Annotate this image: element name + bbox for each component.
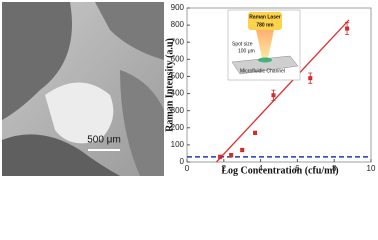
point bbox=[271, 93, 276, 98]
x-axis-label: Log Concentration (cfu/ml) bbox=[221, 165, 338, 176]
y-tick-label: 600 bbox=[171, 54, 185, 63]
point bbox=[345, 26, 350, 31]
scale-bar-label: 500 μm bbox=[87, 135, 121, 146]
y-tick-label: 800 bbox=[171, 20, 185, 29]
x-tick-label: 0 bbox=[185, 164, 190, 173]
y-tick-label: 500 bbox=[171, 72, 185, 81]
y-tick-label: 400 bbox=[171, 89, 185, 98]
x-tick-label: 6 bbox=[295, 164, 300, 173]
point bbox=[240, 148, 245, 153]
x-tick-label: 10 bbox=[367, 164, 376, 173]
point bbox=[229, 153, 234, 158]
y-tick-label: 900 bbox=[171, 3, 185, 12]
y-tick-label: 200 bbox=[171, 123, 185, 132]
y-tick-label: 0 bbox=[180, 157, 185, 166]
y-tick-label: 700 bbox=[171, 37, 185, 46]
point bbox=[308, 76, 313, 81]
y-axis-label: Raman Intensity (a.u) bbox=[164, 38, 175, 132]
x-tick-label: 2 bbox=[222, 164, 227, 173]
point bbox=[253, 130, 258, 135]
point bbox=[218, 154, 223, 159]
inset-label: Microfluidic Channel bbox=[240, 68, 285, 74]
x-tick-label: 8 bbox=[332, 164, 337, 173]
inset-label: 780 nm bbox=[256, 22, 274, 28]
figure: 500 μm Raman Intensity (a.u) Log Concent… bbox=[2, 2, 376, 176]
inset-label: Raman Laser bbox=[249, 14, 280, 20]
inset: Raman Laser 780 nm Spot size 100 μm Micr… bbox=[227, 9, 301, 81]
plot-frame bbox=[186, 7, 372, 163]
fit-line bbox=[215, 19, 350, 163]
inset-label: 100 μm bbox=[238, 48, 255, 54]
y-tick-label: 100 bbox=[171, 140, 185, 149]
x-tick-label: 4 bbox=[258, 164, 263, 173]
y-tick-label: 300 bbox=[171, 106, 185, 115]
inset-label: Spot size bbox=[232, 41, 253, 47]
micrograph: 500 μm bbox=[2, 2, 164, 176]
chart: Raman Intensity (a.u) Log Concentration … bbox=[164, 3, 376, 176]
